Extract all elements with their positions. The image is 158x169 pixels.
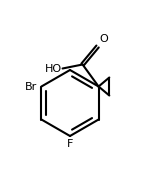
Text: HO: HO [44,64,62,74]
Text: O: O [100,34,108,44]
Text: F: F [67,139,73,149]
Text: Br: Br [25,81,37,91]
